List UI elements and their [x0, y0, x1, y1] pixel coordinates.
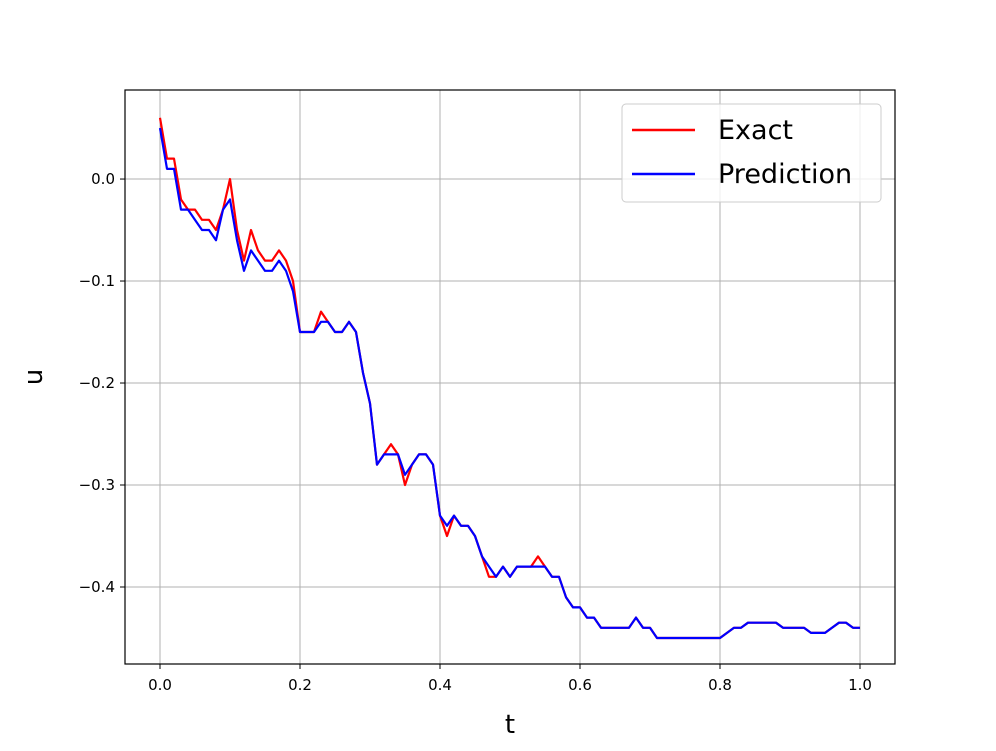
y-tick-label: −0.1 [79, 272, 115, 290]
x-tick-label: 0.0 [148, 676, 172, 694]
x-axis-label: t [505, 710, 515, 740]
y-tick-label: −0.2 [79, 374, 115, 392]
y-tick-label: 0.0 [91, 170, 115, 188]
legend-label: Prediction [718, 159, 852, 190]
x-tick-label: 0.4 [428, 676, 452, 694]
data-line [158, 127, 860, 640]
legend-label: Exact [718, 115, 793, 146]
x-tick-label: 1.0 [848, 676, 872, 694]
x-tick-label: 0.2 [288, 676, 312, 694]
x-tick-label: 0.6 [568, 676, 592, 694]
plot-frame [124, 89, 896, 665]
y-axis-label: u [19, 369, 49, 385]
legend-box [621, 103, 882, 203]
x-tick-label: 0.8 [708, 676, 732, 694]
y-tick-label: −0.3 [79, 476, 115, 494]
y-tick-label: −0.4 [79, 578, 115, 596]
